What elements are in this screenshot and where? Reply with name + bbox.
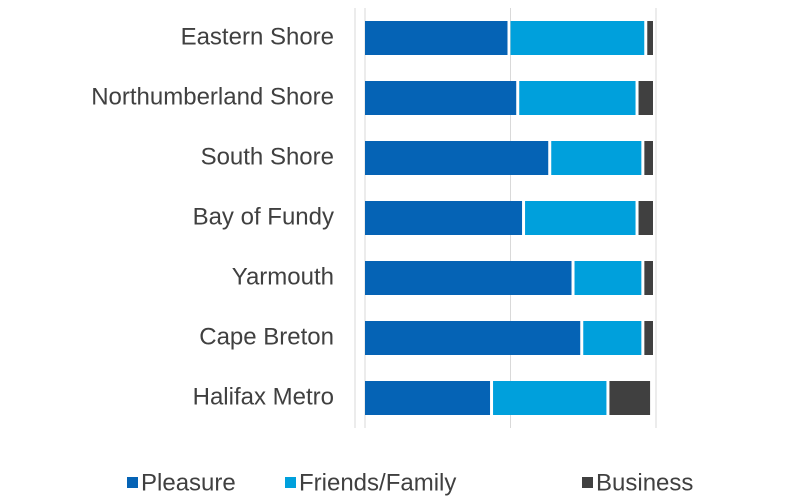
- bar-segment: [365, 201, 523, 235]
- bar-segment: [510, 21, 645, 55]
- bar-segment: [493, 381, 607, 415]
- bar-segment: [638, 81, 653, 115]
- bar-segment: [365, 261, 572, 295]
- bar-segment: [365, 381, 491, 415]
- legend-label: Pleasure: [141, 469, 236, 496]
- category-label: Yarmouth: [232, 263, 334, 290]
- bar-segment: [365, 81, 517, 115]
- bar-segment: [365, 321, 581, 355]
- bar-segment: [583, 321, 642, 355]
- legend-swatch: [582, 477, 593, 488]
- bar-segment: [644, 141, 653, 175]
- bar-segment: [551, 141, 642, 175]
- bar-segment: [647, 21, 653, 55]
- category-label: Northumberland Shore: [91, 83, 334, 110]
- bar-segment: [365, 141, 549, 175]
- category-label: South Shore: [201, 143, 334, 170]
- category-label: Halifax Metro: [193, 383, 334, 410]
- bar-segment: [365, 21, 508, 55]
- bar-segment: [644, 261, 653, 295]
- legend-label: Friends/Family: [299, 469, 456, 496]
- category-label: Eastern Shore: [181, 23, 334, 50]
- bar-segment: [609, 381, 651, 415]
- bar-segment: [644, 321, 653, 355]
- category-label: Bay of Fundy: [193, 203, 334, 230]
- bar-segment: [525, 201, 636, 235]
- bar-segment: [574, 261, 642, 295]
- legend-swatch: [285, 477, 296, 488]
- category-label: Cape Breton: [199, 323, 334, 350]
- legend-label: Business: [596, 469, 693, 496]
- legend-swatch: [127, 477, 138, 488]
- bar-segment: [638, 201, 653, 235]
- bar-segment: [519, 81, 636, 115]
